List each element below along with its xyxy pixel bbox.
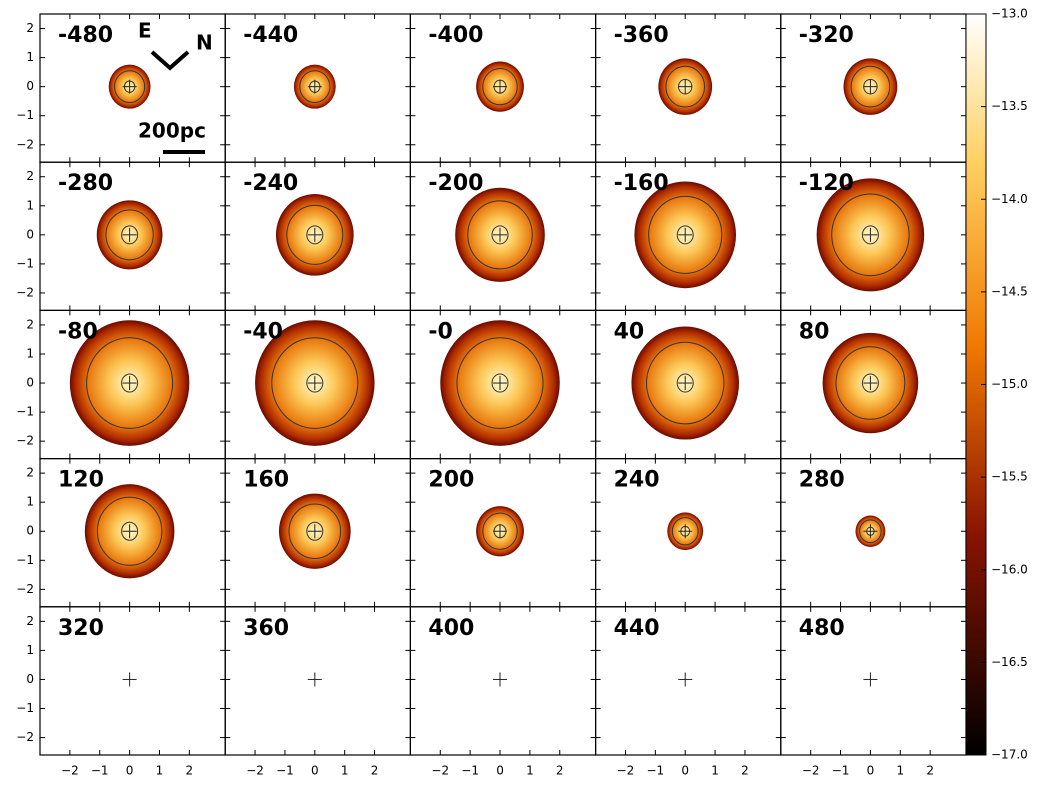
y-tick-label: 2: [26, 317, 34, 331]
y-tick-label: −2: [16, 434, 34, 448]
x-tick-label: −1: [646, 764, 664, 778]
y-tick-label: 2: [26, 21, 34, 35]
channel-label: 440: [614, 616, 660, 641]
x-tick-label: −2: [617, 764, 635, 778]
x-tick-label: 0: [311, 764, 319, 778]
colorbar-tick-label: −16.0: [991, 562, 1028, 576]
y-tick-label: −1: [16, 108, 34, 122]
channel-label: -320: [799, 23, 854, 48]
scale-label: 200pc: [138, 119, 206, 143]
y-tick-label: 1: [26, 643, 34, 657]
y-tick-label: 2: [26, 169, 34, 183]
colorbar-tick-label: −16.5: [991, 655, 1028, 669]
y-tick-label: 1: [26, 198, 34, 212]
colorbar-tick-label: −15.0: [991, 377, 1028, 391]
channel-label: 40: [614, 319, 645, 344]
y-tick-label: 2: [26, 614, 34, 628]
colorbar-tick-label: −13.5: [991, 99, 1028, 113]
channel-label: 280: [799, 468, 845, 493]
x-tick-label: 0: [681, 764, 689, 778]
y-tick-label: −2: [16, 582, 34, 596]
channel-label: 80: [799, 319, 830, 344]
y-tick-label: 1: [26, 346, 34, 360]
channel-label: 400: [428, 616, 474, 641]
channel-label: 480: [799, 616, 845, 641]
channel-label: 240: [614, 468, 660, 493]
x-tick-label: 0: [496, 764, 504, 778]
x-tick-label: 2: [556, 764, 564, 778]
y-tick-label: 0: [26, 79, 34, 93]
x-tick-label: 1: [341, 764, 349, 778]
channel-label: -440: [243, 23, 298, 48]
channel-label: -80: [58, 319, 98, 344]
channel-label: -400: [428, 23, 483, 48]
x-tick-label: −1: [832, 764, 850, 778]
y-tick-label: 0: [26, 524, 34, 538]
x-tick-label: 1: [896, 764, 904, 778]
y-tick-label: 0: [26, 227, 34, 241]
x-tick-label: 0: [126, 764, 134, 778]
colorbar-tick-label: −17.0: [991, 748, 1028, 762]
channel-label: 120: [58, 468, 104, 493]
x-tick-label: −2: [61, 764, 79, 778]
channel-label: -120: [799, 171, 854, 196]
colorbar-tick-label: −14.5: [991, 284, 1028, 298]
x-tick-label: 0: [867, 764, 875, 778]
channel-label: -280: [58, 171, 113, 196]
channel-label: -240: [243, 171, 298, 196]
channel-label: -480: [58, 23, 113, 48]
x-tick-label: −1: [91, 764, 109, 778]
figure: −2−1012-480-440-400-360-320−2−1012-280-2…: [0, 0, 1043, 785]
channel-label: 160: [243, 468, 289, 493]
colorbar-tick-label: −14.0: [991, 192, 1028, 206]
y-tick-label: −1: [16, 701, 34, 715]
channel-label: -200: [428, 171, 483, 196]
y-tick-label: 0: [26, 672, 34, 686]
channel-label: 320: [58, 616, 104, 641]
y-tick-label: 2: [26, 466, 34, 480]
north-label: N: [196, 31, 213, 55]
x-tick-label: 2: [741, 764, 749, 778]
y-tick-label: −1: [16, 405, 34, 419]
y-tick-label: 0: [26, 376, 34, 390]
channel-label: -0: [428, 319, 452, 344]
y-tick-label: −2: [16, 137, 34, 151]
x-tick-label: 1: [711, 764, 719, 778]
channel-label: -40: [243, 319, 283, 344]
x-tick-label: 2: [926, 764, 934, 778]
channel-label: -360: [614, 23, 669, 48]
y-tick-label: −2: [16, 730, 34, 744]
compass: [152, 52, 188, 68]
x-tick-label: −1: [461, 764, 479, 778]
y-tick-label: −1: [16, 256, 34, 270]
x-tick-label: 1: [526, 764, 534, 778]
y-tick-label: −2: [16, 285, 34, 299]
y-tick-label: 1: [26, 495, 34, 509]
colorbar-tick-label: −13.0: [991, 7, 1028, 21]
channel-label: -160: [614, 171, 669, 196]
x-tick-label: 2: [186, 764, 194, 778]
channel-label: 360: [243, 616, 289, 641]
x-tick-label: −2: [802, 764, 820, 778]
x-tick-label: −1: [276, 764, 294, 778]
east-label: E: [138, 19, 152, 43]
x-tick-label: 2: [371, 764, 379, 778]
colorbar-tick-label: −15.5: [991, 470, 1028, 484]
x-tick-label: 1: [156, 764, 164, 778]
y-tick-label: 1: [26, 50, 34, 64]
x-tick-label: −2: [246, 764, 264, 778]
channel-label: 200: [428, 468, 474, 493]
y-tick-label: −1: [16, 553, 34, 567]
x-tick-label: −2: [431, 764, 449, 778]
